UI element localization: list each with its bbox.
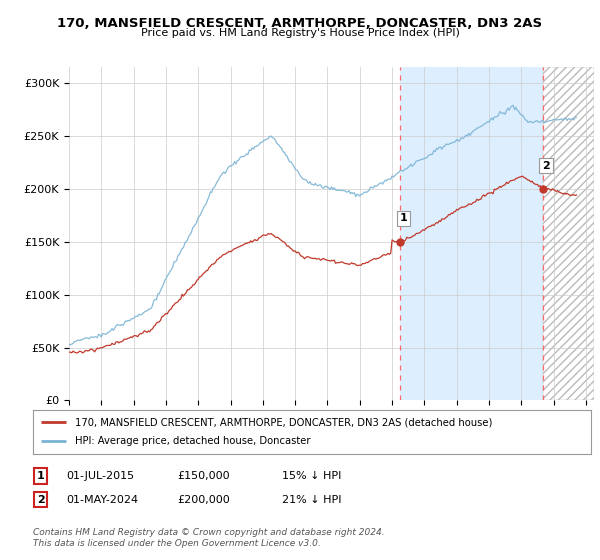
Text: 170, MANSFIELD CRESCENT, ARMTHORPE, DONCASTER, DN3 2AS: 170, MANSFIELD CRESCENT, ARMTHORPE, DONC…	[58, 17, 542, 30]
Bar	[400, 67, 543, 400]
Text: 170, MANSFIELD CRESCENT, ARMTHORPE, DONCASTER, DN3 2AS (detached house): 170, MANSFIELD CRESCENT, ARMTHORPE, DONC…	[75, 417, 492, 427]
Text: HPI: Average price, detached house, Doncaster: HPI: Average price, detached house, Donc…	[75, 436, 310, 446]
Text: 1: 1	[400, 213, 407, 223]
Text: £150,000: £150,000	[177, 471, 230, 481]
Text: Price paid vs. HM Land Registry's House Price Index (HPI): Price paid vs. HM Land Registry's House …	[140, 28, 460, 38]
Text: 01-MAY-2024: 01-MAY-2024	[66, 494, 138, 505]
Text: 01-JUL-2015: 01-JUL-2015	[66, 471, 134, 481]
Text: £200,000: £200,000	[177, 494, 230, 505]
Text: 15% ↓ HPI: 15% ↓ HPI	[282, 471, 341, 481]
Text: 2: 2	[37, 494, 44, 505]
Bar	[543, 67, 594, 400]
Text: Contains HM Land Registry data © Crown copyright and database right 2024.
This d: Contains HM Land Registry data © Crown c…	[33, 528, 385, 548]
Text: 2: 2	[542, 161, 550, 171]
Text: 21% ↓ HPI: 21% ↓ HPI	[282, 494, 341, 505]
Text: 1: 1	[37, 471, 44, 481]
